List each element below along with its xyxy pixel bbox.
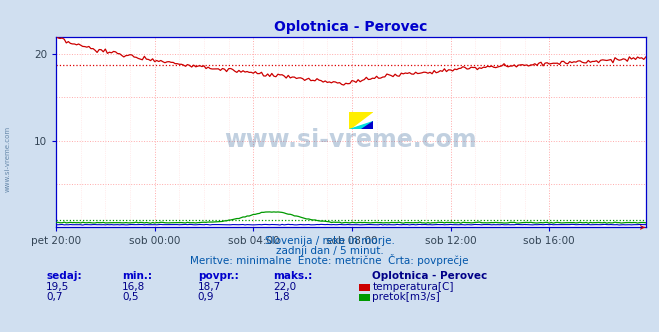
Polygon shape [349,112,373,129]
Text: 19,5: 19,5 [46,282,69,291]
Text: 0,9: 0,9 [198,292,214,302]
Text: Oplotnica - Perovec: Oplotnica - Perovec [372,271,488,281]
Text: temperatura[C]: temperatura[C] [372,282,454,291]
Text: Slovenija / reke in morje.: Slovenija / reke in morje. [264,236,395,246]
Text: sedaj:: sedaj: [46,271,82,281]
Text: 1,8: 1,8 [273,292,290,302]
Text: min.:: min.: [122,271,152,281]
Text: 0,7: 0,7 [46,292,63,302]
Text: 0,5: 0,5 [122,292,138,302]
Text: Meritve: minimalne  Enote: metrične  Črta: povprečje: Meritve: minimalne Enote: metrične Črta:… [190,254,469,266]
Text: pretok[m3/s]: pretok[m3/s] [372,292,440,302]
Text: 16,8: 16,8 [122,282,145,291]
Title: Oplotnica - Perovec: Oplotnica - Perovec [274,20,428,34]
Polygon shape [361,121,373,129]
Text: povpr.:: povpr.: [198,271,239,281]
Text: www.si-vreme.com: www.si-vreme.com [5,126,11,193]
Text: zadnji dan / 5 minut.: zadnji dan / 5 minut. [275,246,384,256]
Text: maks.:: maks.: [273,271,313,281]
Text: 22,0: 22,0 [273,282,297,291]
Text: 18,7: 18,7 [198,282,221,291]
Text: www.si-vreme.com: www.si-vreme.com [225,127,477,152]
Polygon shape [349,121,373,129]
